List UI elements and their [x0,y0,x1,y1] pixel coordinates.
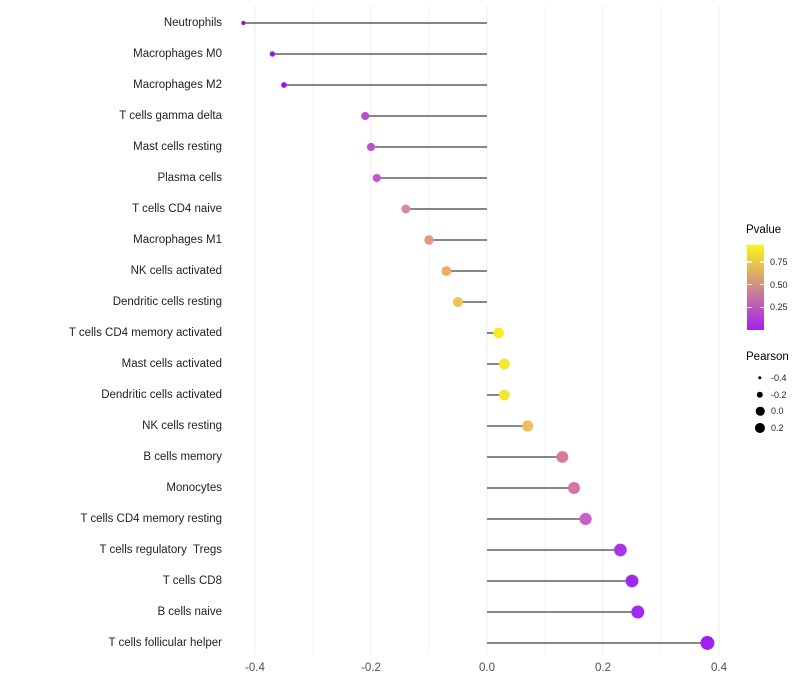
data-point [424,235,434,245]
size-key-label: 0.0 [771,406,784,417]
category-label: Neutrophils [163,17,222,29]
x-tick-label: 0.0 [479,662,495,674]
pearson-legend-title: Pearson [746,351,789,363]
data-point [556,451,569,463]
category-label: B cells memory [143,451,222,463]
category-label: Mast cells resting [133,141,222,153]
colorbar-tick-label: 0.75 [770,257,788,268]
data-point [366,142,376,152]
category-label: T cells CD4 memory resting [80,513,222,525]
data-point [241,20,246,26]
x-tick-label: -0.4 [245,662,265,674]
x-tick-label: -0.2 [361,662,381,674]
colorbar-tick-mark [759,261,764,263]
category-label: T cells follicular helper [108,637,222,649]
colorbar-tick-label: 0.50 [770,279,788,290]
category-label: Macrophages M2 [133,79,222,91]
category-label: T cells CD8 [162,575,222,587]
data-point [521,420,534,432]
size-key-dot [758,376,762,380]
size-key-dot [755,406,765,416]
data-point [614,543,627,557]
category-label: T cells regulatory Tregs [99,544,222,556]
data-point [401,204,411,214]
category-label: Macrophages M0 [133,48,222,60]
category-label: Macrophages M1 [133,234,222,246]
pvalue-legend-title: Pvalue [746,224,782,236]
category-label: Dendritic cells activated [101,389,222,401]
category-label: T cells CD4 memory activated [68,327,222,339]
category-label: T cells CD4 naive [132,203,222,215]
data-point [361,111,370,121]
data-point [269,51,276,57]
category-label: NK cells resting [142,420,222,432]
size-key-dot [754,422,766,433]
data-point [625,574,639,588]
category-label: NK cells activated [130,265,222,277]
pvalue-colorbar [747,245,764,330]
data-point [568,482,580,494]
colorbar-tick-mark [759,284,764,286]
data-point [498,389,510,401]
data-point [281,82,287,88]
data-point [498,358,510,370]
x-tick-label: 0.4 [711,662,727,674]
category-label: B cells naive [157,606,222,618]
size-key-label: 0.2 [771,422,784,433]
data-point [453,297,463,307]
data-point [372,173,381,183]
data-point [441,266,452,276]
size-key-label: -0.4 [771,373,787,383]
data-point [579,512,592,526]
size-key-dot [756,391,764,398]
data-point [631,605,645,619]
category-label: Mast cells activated [121,358,222,370]
colorbar-tick-mark [759,306,764,309]
category-label: Monocytes [166,482,222,494]
colorbar-tick-label: 0.25 [770,302,788,313]
category-label: Dendritic cells resting [112,296,222,308]
size-key-label: -0.2 [771,389,787,400]
data-point [700,636,715,650]
colorbar-tick-mark [747,261,752,263]
colorbar-tick-mark [747,284,752,286]
category-label: Plasma cells [157,172,222,184]
x-tick-label: 0.2 [595,662,611,674]
data-point [493,327,504,339]
colorbar-tick-mark [747,306,752,309]
category-label: T cells gamma delta [119,110,222,122]
